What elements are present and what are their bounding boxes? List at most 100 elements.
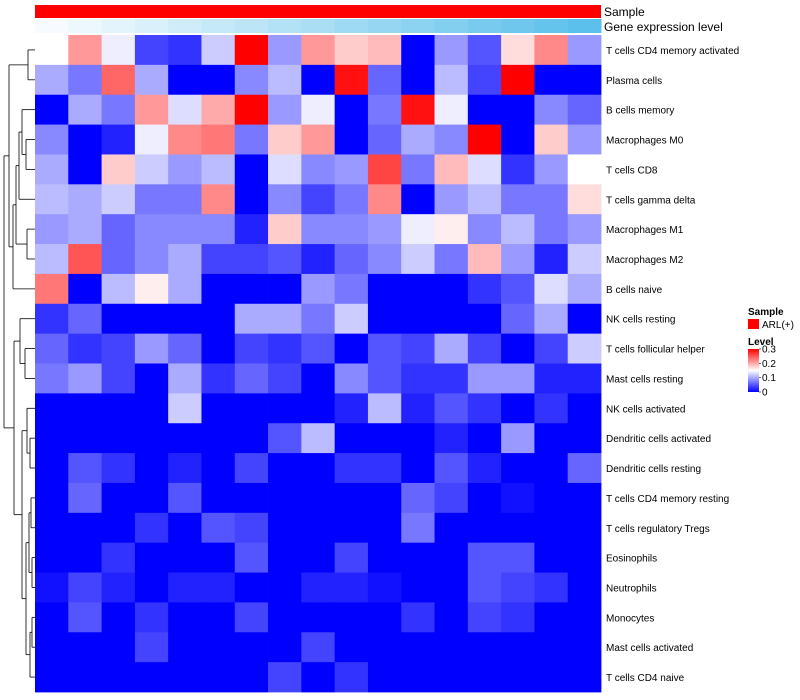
heatmap-cell xyxy=(434,154,469,185)
heatmap-cell xyxy=(567,273,602,305)
heatmap-cell xyxy=(467,482,502,514)
heatmap-cell xyxy=(467,632,502,663)
row-label: Macrophages M1 xyxy=(606,225,684,236)
legend-tick-label: 0.3 xyxy=(762,345,776,356)
heatmap-cell xyxy=(301,602,336,633)
heatmap-cell xyxy=(367,572,402,603)
heatmap-cell xyxy=(567,35,602,66)
heatmap-cell xyxy=(268,572,302,603)
heatmap-cell xyxy=(201,273,236,305)
sample-track-bar xyxy=(35,5,601,18)
heatmap-cell xyxy=(367,273,402,305)
heatmap-cell xyxy=(35,482,69,514)
expression-level-cell xyxy=(367,19,402,33)
heatmap-cell xyxy=(201,482,236,514)
heatmap-cell xyxy=(434,393,469,424)
heatmap-cell xyxy=(168,542,202,573)
heatmap-cell xyxy=(567,632,602,663)
heatmap-cell xyxy=(501,303,535,335)
heatmap-cell xyxy=(301,333,336,364)
heatmap-cell xyxy=(534,35,569,66)
heatmap-cell xyxy=(567,124,602,155)
heatmap-cell xyxy=(434,64,469,96)
heatmap-cell xyxy=(367,244,402,275)
legend: Sample ARL(+) Level 0.3 0.2 0.1 0 xyxy=(748,307,794,399)
heatmap-cell xyxy=(35,124,69,155)
legend-sample-swatch xyxy=(748,319,759,329)
heatmap-cell xyxy=(467,303,502,335)
heatmap-cell xyxy=(301,542,336,573)
heatmap-cell xyxy=(134,393,169,424)
heatmap-cell xyxy=(367,453,402,484)
heatmap-cell xyxy=(434,482,469,514)
heatmap-cell xyxy=(501,64,535,96)
expression-level-cell xyxy=(35,19,69,33)
heatmap-cell xyxy=(467,602,502,633)
heatmap-cell xyxy=(101,303,136,335)
legend-sample-title: Sample xyxy=(748,307,784,318)
heatmap-cell xyxy=(467,423,502,454)
heatmap-cell xyxy=(201,572,236,603)
heatmap-cell xyxy=(367,632,402,663)
expression-level-cell xyxy=(467,19,502,33)
heatmap-cell xyxy=(134,214,169,245)
heatmap-cell xyxy=(134,482,169,514)
heatmap-cell xyxy=(567,602,602,633)
heatmap-cell xyxy=(401,602,435,633)
heatmap-cell xyxy=(534,154,569,185)
heatmap-cell xyxy=(234,572,269,603)
heatmap-cell xyxy=(334,393,369,424)
heatmap-cell xyxy=(134,542,169,573)
heatmap-cell xyxy=(334,214,369,245)
heatmap-cell xyxy=(201,303,236,335)
heatmap-cell xyxy=(467,542,502,573)
heatmap-cell xyxy=(168,662,202,693)
heatmap-cell xyxy=(501,214,535,245)
heatmap-cell xyxy=(268,124,302,155)
heatmap-cell xyxy=(101,94,136,125)
expression-level-cell xyxy=(168,19,202,33)
heatmap-cell xyxy=(501,94,535,125)
heatmap-cell xyxy=(501,184,535,215)
heatmap-cell xyxy=(467,662,502,693)
heatmap-cell xyxy=(35,512,69,544)
expression-level-cell xyxy=(334,19,369,33)
heatmap-cell xyxy=(201,214,236,245)
expression-level-cell xyxy=(501,19,535,33)
heatmap-cell xyxy=(234,184,269,215)
heatmap-cell xyxy=(567,244,602,275)
row-label: T cells CD4 memory resting xyxy=(606,494,729,505)
heatmap-cell xyxy=(401,632,435,663)
heatmap-cell xyxy=(268,154,302,185)
heatmap-cell xyxy=(101,124,136,155)
expression-level-cell xyxy=(134,19,169,33)
heatmap-cell xyxy=(268,423,302,454)
expression-level-cell xyxy=(201,19,236,33)
heatmap-cell xyxy=(134,602,169,633)
heatmap-cell xyxy=(134,184,169,215)
heatmap-cell xyxy=(68,244,102,275)
row-label: Macrophages M2 xyxy=(606,255,684,266)
heatmap-cell xyxy=(401,512,435,544)
heatmap-cell xyxy=(367,662,402,693)
heatmap-cell xyxy=(401,393,435,424)
heatmap-cell xyxy=(301,303,336,335)
heatmap-cell xyxy=(168,632,202,663)
row-label: T cells follicular helper xyxy=(606,345,705,356)
legend-level-title: Level xyxy=(748,337,774,348)
heatmap-cell xyxy=(168,214,202,245)
heatmap-cell xyxy=(334,542,369,573)
heatmap-cell xyxy=(101,35,136,66)
expression-level-cell xyxy=(434,19,469,33)
heatmap-cell xyxy=(434,453,469,484)
heatmap-cell xyxy=(334,512,369,544)
heatmap-cell xyxy=(501,333,535,364)
heatmap-cell xyxy=(401,124,435,155)
heatmap-cell xyxy=(467,184,502,215)
row-label: T cells CD4 memory activated xyxy=(606,46,739,57)
heatmap-cell xyxy=(234,214,269,245)
heatmap-cell xyxy=(234,423,269,454)
heatmap-cell xyxy=(101,662,136,693)
row-label: Eosinophils xyxy=(606,554,657,565)
sample-track-label: Sample xyxy=(604,5,645,19)
